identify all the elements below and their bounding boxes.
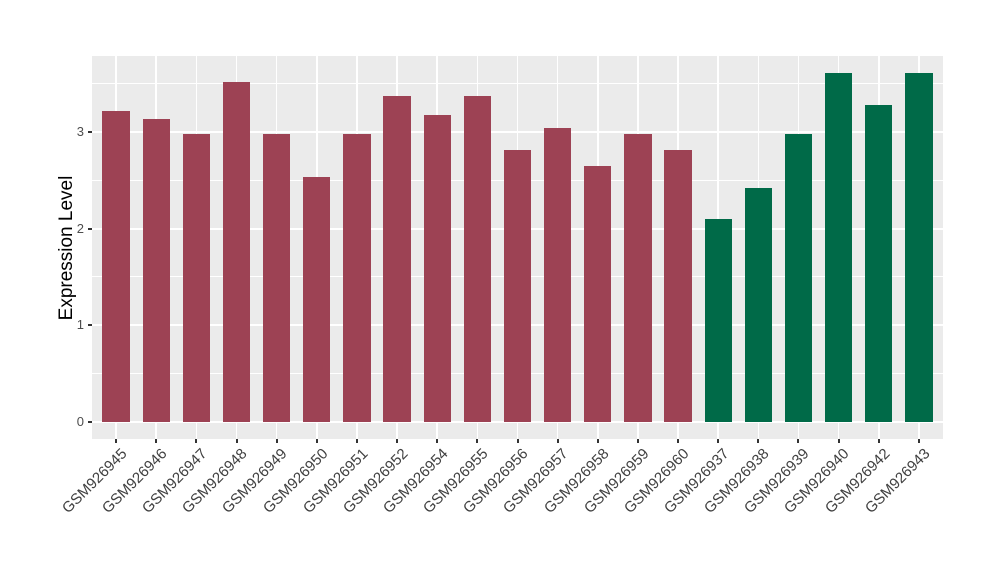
y-tick-label: 2 bbox=[76, 220, 84, 236]
y-tick-mark bbox=[88, 420, 92, 423]
x-tick-mark bbox=[556, 439, 559, 443]
x-tick-mark bbox=[717, 439, 720, 443]
bar-GSM926937 bbox=[704, 219, 732, 422]
x-tick-mark bbox=[917, 439, 920, 443]
x-tick-mark bbox=[677, 439, 680, 443]
x-tick-mark bbox=[476, 439, 479, 443]
y-tick-mark bbox=[88, 227, 92, 230]
bar-GSM926940 bbox=[824, 73, 853, 422]
bar-GSM926939 bbox=[784, 134, 813, 422]
x-tick-mark bbox=[596, 439, 599, 443]
bar-GSM926947 bbox=[182, 134, 210, 422]
x-tick-mark bbox=[436, 439, 439, 443]
x-tick-mark bbox=[315, 439, 318, 443]
plot-panel bbox=[92, 56, 943, 439]
y-tick-label: 1 bbox=[76, 317, 84, 333]
x-tick-mark bbox=[636, 439, 639, 443]
bar-GSM926951 bbox=[343, 134, 371, 422]
x-tick-mark bbox=[396, 439, 399, 443]
x-tick-mark bbox=[115, 439, 118, 443]
bar-GSM926946 bbox=[142, 118, 170, 422]
bar-GSM926959 bbox=[624, 134, 652, 422]
bar-GSM926957 bbox=[543, 128, 572, 422]
bar-GSM926950 bbox=[303, 176, 331, 422]
x-tick-mark bbox=[797, 439, 800, 443]
x-tick-mark bbox=[516, 439, 519, 443]
bar-GSM926945 bbox=[102, 110, 130, 422]
bar-GSM926952 bbox=[383, 95, 411, 422]
bar-GSM926954 bbox=[423, 114, 451, 422]
y-tick-mark bbox=[88, 324, 92, 327]
bar-GSM926958 bbox=[584, 165, 612, 422]
y-axis-title: Expression Level bbox=[56, 175, 77, 321]
x-tick-mark bbox=[275, 439, 278, 443]
bar-GSM926960 bbox=[664, 149, 692, 422]
x-tick-mark bbox=[235, 439, 238, 443]
bar-GSM926943 bbox=[905, 73, 933, 422]
x-tick-mark bbox=[877, 439, 880, 443]
x-tick-mark bbox=[355, 439, 358, 443]
x-tick-mark bbox=[155, 439, 158, 443]
x-tick-mark bbox=[195, 439, 198, 443]
bar-GSM926942 bbox=[865, 105, 893, 422]
x-tick-mark bbox=[757, 439, 760, 443]
bar-GSM926955 bbox=[463, 95, 491, 422]
y-tick-label: 0 bbox=[76, 413, 84, 429]
bar-GSM926938 bbox=[744, 188, 772, 422]
y-tick-label: 3 bbox=[76, 124, 84, 140]
bar-GSM926956 bbox=[503, 149, 532, 422]
y-tick-mark bbox=[88, 131, 92, 134]
bar-GSM926948 bbox=[222, 82, 251, 422]
x-tick-mark bbox=[837, 439, 840, 443]
bar-GSM926949 bbox=[263, 134, 291, 422]
